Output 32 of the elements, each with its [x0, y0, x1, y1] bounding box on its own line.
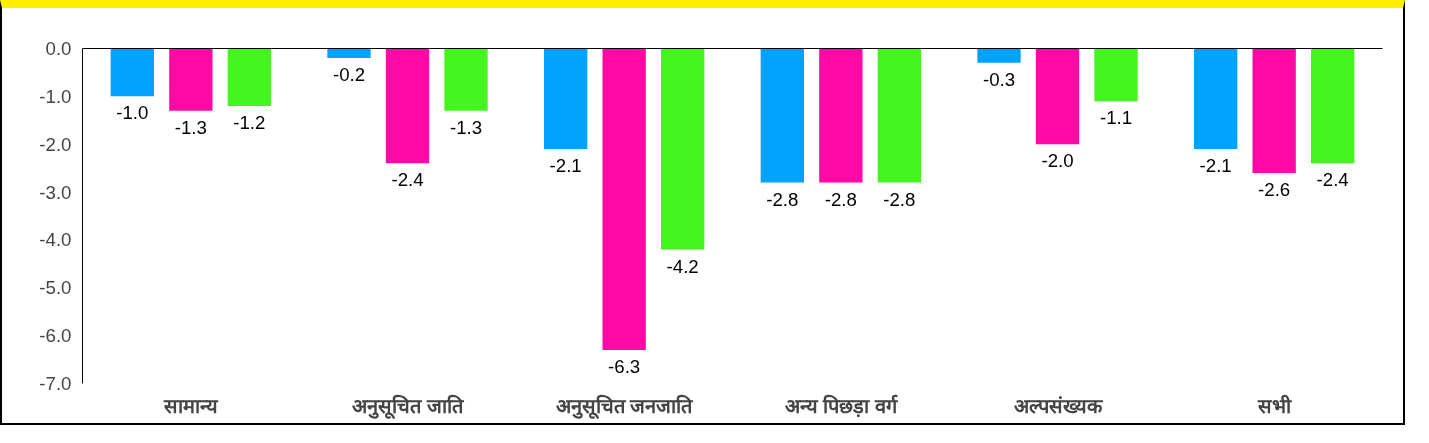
data-label: -1.3: [174, 116, 207, 138]
data-label: -1.0: [116, 102, 149, 124]
data-label: -2.8: [883, 188, 916, 210]
y-tick-label: -7.0: [39, 373, 72, 394]
y-tick-label: -1.0: [39, 85, 72, 107]
y-tick-label: 0.0: [45, 38, 72, 59]
data-label: -0.2: [332, 64, 366, 86]
data-label: -2.4: [1316, 169, 1349, 191]
y-tick-label: -4.0: [39, 229, 72, 251]
data-label: -2.6: [1258, 178, 1291, 200]
data-label: -2.4: [391, 169, 424, 191]
data-label: -2.1: [549, 155, 582, 176]
x-tick-label: सामान्य: [162, 394, 219, 417]
data-label: -6.3: [608, 356, 641, 377]
data-label: -1.3: [449, 116, 483, 138]
y-tick-label: -2.0: [39, 133, 72, 155]
x-tick-label: अनुसूचित जनजाति: [555, 393, 695, 419]
data-label: -1.2: [233, 111, 266, 133]
data-label: -2.1: [1199, 155, 1232, 176]
x-tick-label: अनुसूचित जाति: [352, 393, 465, 419]
x-tick-label: अन्य पिछड़ा वर्ग: [784, 393, 898, 418]
x-tick-label: सभी: [1256, 393, 1292, 417]
data-label: -2.8: [824, 188, 857, 210]
y-tick-label: -6.0: [39, 325, 72, 347]
data-label: -0.3: [982, 68, 1016, 90]
data-label: -4.2: [666, 255, 699, 277]
data-label: -1.1: [1099, 107, 1133, 129]
y-tick-label: -3.0: [39, 181, 72, 203]
data-label: -2.8: [766, 188, 799, 210]
y-tick-label: -5.0: [39, 277, 72, 299]
x-tick-label: अल्पसंख्यक: [1013, 394, 1104, 417]
data-label: -2.0: [1041, 150, 1074, 172]
